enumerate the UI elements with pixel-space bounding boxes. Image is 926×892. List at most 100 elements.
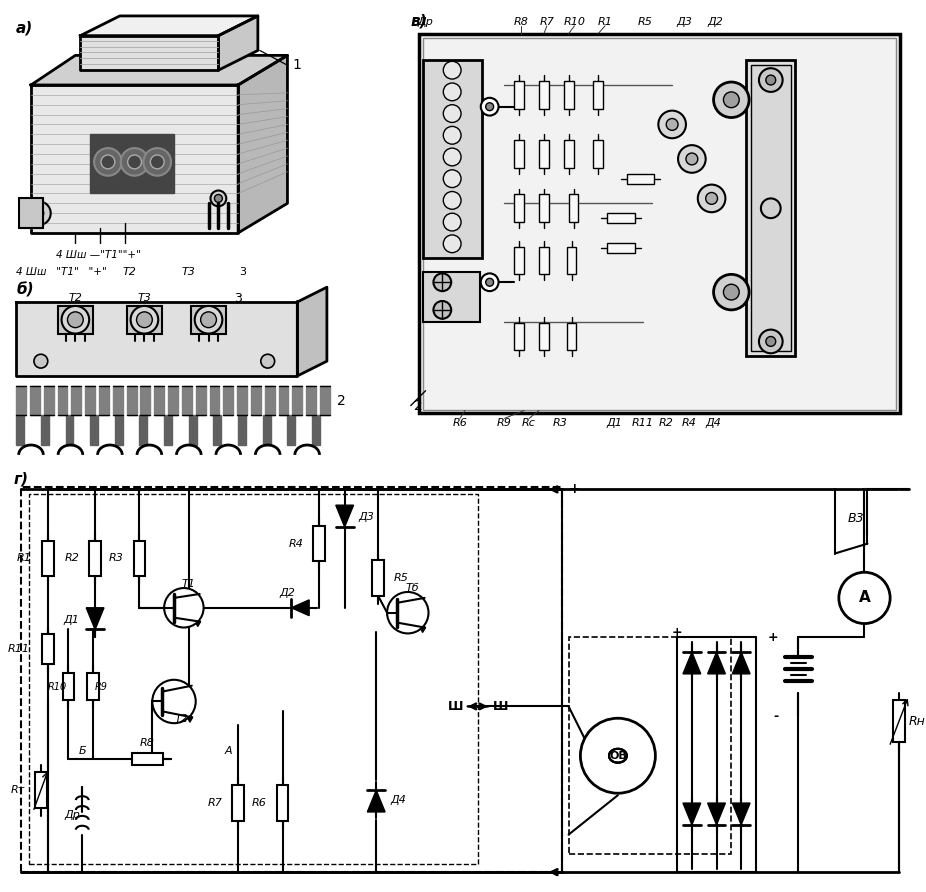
Polygon shape	[265, 386, 275, 416]
Text: T1: T1	[181, 579, 195, 589]
Polygon shape	[99, 386, 109, 416]
Bar	[539, 194, 549, 222]
Circle shape	[144, 148, 171, 176]
Polygon shape	[81, 16, 257, 36]
Text: R4: R4	[288, 539, 303, 549]
Circle shape	[68, 312, 83, 327]
Text: Д1: Д1	[606, 418, 622, 428]
Bar	[567, 323, 577, 351]
Text: в): в)	[411, 14, 428, 29]
Circle shape	[120, 148, 148, 176]
Text: ОВ: ОВ	[609, 751, 627, 761]
Polygon shape	[164, 416, 172, 445]
Text: А: А	[224, 746, 232, 756]
Text: R8: R8	[514, 17, 529, 27]
Circle shape	[101, 155, 115, 169]
Text: R9: R9	[497, 418, 512, 428]
Circle shape	[444, 104, 461, 122]
Text: а): а)	[16, 21, 33, 36]
Bar	[539, 140, 549, 168]
Bar	[87, 673, 99, 700]
Bar	[419, 34, 900, 414]
Polygon shape	[86, 607, 104, 630]
Circle shape	[723, 92, 739, 108]
Bar	[627, 174, 655, 184]
Polygon shape	[169, 386, 178, 416]
Text: 4 Шш —"T1""+": 4 Шш —"T1""+"	[56, 250, 141, 260]
Polygon shape	[90, 416, 98, 445]
Text: T3: T3	[137, 293, 151, 303]
Text: г): г)	[13, 472, 28, 487]
Bar	[607, 243, 634, 252]
Polygon shape	[683, 652, 701, 673]
Text: Д2: Д2	[707, 17, 723, 27]
Bar	[569, 194, 579, 222]
Polygon shape	[140, 416, 147, 445]
Polygon shape	[16, 302, 297, 376]
Polygon shape	[155, 386, 164, 416]
Text: 2: 2	[414, 399, 422, 413]
Circle shape	[723, 285, 739, 300]
Circle shape	[839, 573, 890, 624]
Polygon shape	[181, 386, 192, 416]
Bar	[569, 638, 732, 855]
Text: R10: R10	[47, 681, 67, 691]
Bar	[564, 140, 573, 168]
Bar	[131, 753, 163, 764]
Bar	[564, 81, 573, 109]
Circle shape	[201, 312, 217, 327]
Text: R9: R9	[95, 681, 108, 691]
Text: Д3: Д3	[358, 512, 374, 522]
Text: б): б)	[16, 282, 34, 298]
Circle shape	[94, 148, 121, 176]
Polygon shape	[57, 386, 68, 416]
Bar	[63, 673, 74, 700]
Circle shape	[481, 98, 498, 116]
Circle shape	[714, 82, 749, 118]
Bar	[514, 247, 524, 275]
Polygon shape	[214, 416, 221, 445]
Text: Rт: Rт	[11, 785, 25, 796]
Text: R1: R1	[597, 17, 612, 27]
Circle shape	[766, 75, 776, 85]
Text: 2: 2	[337, 393, 345, 408]
Polygon shape	[251, 386, 261, 416]
Circle shape	[486, 103, 494, 111]
Text: T2: T2	[69, 293, 82, 303]
Circle shape	[444, 235, 461, 252]
Text: R11: R11	[632, 418, 654, 428]
Bar	[514, 194, 524, 222]
Circle shape	[658, 111, 686, 138]
Polygon shape	[85, 386, 95, 416]
Bar	[133, 541, 145, 576]
Polygon shape	[195, 386, 206, 416]
Polygon shape	[312, 416, 320, 445]
Text: R6: R6	[453, 418, 468, 428]
Bar	[751, 65, 791, 351]
Circle shape	[444, 192, 461, 210]
Polygon shape	[16, 386, 26, 416]
Bar	[746, 61, 795, 356]
Polygon shape	[141, 386, 150, 416]
Bar	[232, 785, 244, 821]
Polygon shape	[115, 416, 123, 445]
Text: R2: R2	[65, 553, 80, 564]
Bar	[42, 634, 54, 664]
Text: +: +	[768, 631, 779, 644]
Circle shape	[128, 155, 142, 169]
Circle shape	[706, 193, 718, 204]
Text: R5: R5	[394, 574, 409, 583]
Text: Д1: Д1	[64, 615, 80, 624]
Polygon shape	[30, 386, 40, 416]
Text: Д4: Д4	[390, 795, 406, 805]
Text: R11: R11	[8, 644, 30, 654]
Text: 3: 3	[234, 292, 242, 304]
Circle shape	[387, 592, 429, 633]
Circle shape	[444, 62, 461, 79]
Text: R2: R2	[658, 418, 673, 428]
Bar	[127, 306, 162, 334]
Polygon shape	[189, 416, 196, 445]
Circle shape	[759, 330, 782, 353]
Circle shape	[678, 145, 706, 173]
Circle shape	[666, 119, 678, 130]
